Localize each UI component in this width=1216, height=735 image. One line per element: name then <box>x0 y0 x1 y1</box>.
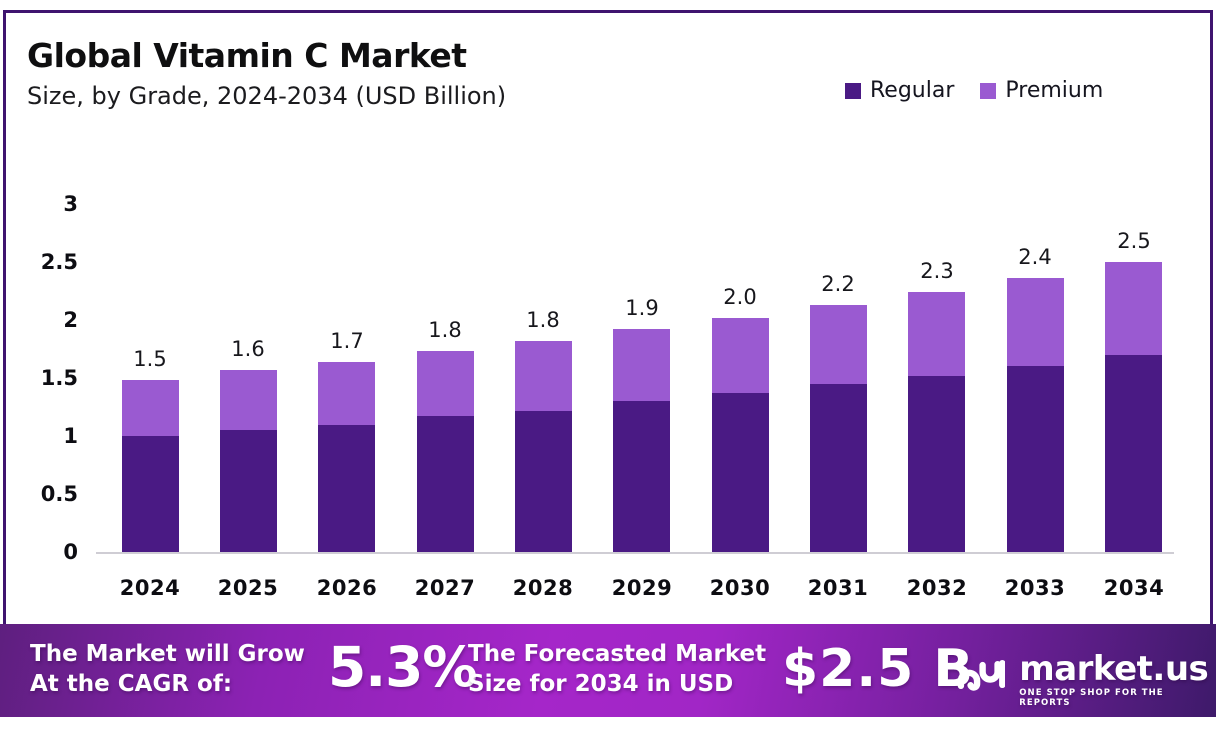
bar-regular-segment <box>613 401 670 552</box>
marketus-logo: market.us ONE STOP SHOP FOR THE REPORTS <box>956 651 1216 708</box>
bar-total-label: 2.4 <box>1018 245 1052 269</box>
x-tick-label-2028: 2028 <box>512 576 574 600</box>
bar-regular-segment <box>122 436 179 552</box>
bar-regular-segment <box>417 416 474 552</box>
x-tick-label-2029: 2029 <box>611 576 673 600</box>
bar-regular-segment <box>1105 355 1162 552</box>
bar-premium-segment <box>613 329 670 401</box>
stats-banner: The Market will Grow At the CAGR of: 5.3… <box>0 624 1216 717</box>
x-tick-label-2033: 2033 <box>1004 576 1066 600</box>
bar-premium-segment <box>515 341 572 411</box>
bar-total-label: 1.8 <box>428 318 462 342</box>
brand-name: market.us <box>1019 649 1209 689</box>
page-subtitle: Size, by Grade, 2024-2034 (USD Billion) <box>27 82 507 110</box>
y-tick-label: 0 <box>63 540 78 564</box>
bar-group-2032 <box>908 292 965 552</box>
bar-regular-segment <box>712 393 769 552</box>
x-tick-label-2026: 2026 <box>316 576 378 600</box>
y-tick-label: 2 <box>63 308 78 332</box>
brand-text-block: market.us ONE STOP SHOP FOR THE REPORTS <box>1019 651 1216 708</box>
bar-regular-segment <box>908 376 965 552</box>
forecast-caption: The Forecasted Market Size for 2034 in U… <box>468 639 766 699</box>
forecast-caption-line2: Size for 2034 in USD <box>468 671 734 697</box>
y-tick-label: 2.5 <box>40 250 78 274</box>
bar-total-label: 1.6 <box>231 337 265 361</box>
x-tick-label-2027: 2027 <box>414 576 476 600</box>
bar-group-2031 <box>810 305 867 552</box>
bar-total-label: 2.2 <box>821 272 855 296</box>
bar-group-2033 <box>1007 278 1064 552</box>
bar-regular-segment <box>1007 366 1064 552</box>
premium-swatch-icon <box>980 82 997 99</box>
bar-total-label: 1.5 <box>133 347 167 371</box>
bar-group-2034 <box>1105 262 1162 552</box>
x-tick-label-2032: 2032 <box>906 576 968 600</box>
bar-regular-segment <box>220 430 277 552</box>
bar-group-2028 <box>515 341 572 552</box>
x-axis-line <box>96 552 1174 554</box>
bar-total-label: 2.0 <box>723 285 757 309</box>
bar-total-label: 2.5 <box>1117 229 1151 253</box>
cagr-value: 5.3% <box>328 635 478 699</box>
y-tick-label: 1.5 <box>40 366 78 390</box>
forecast-value: $2.5 B <box>782 639 975 699</box>
bar-premium-segment <box>1007 278 1064 366</box>
legend-label-premium: Premium <box>1005 78 1104 103</box>
legend-item-regular: Regular <box>845 78 954 103</box>
legend: Regular Premium <box>845 78 1103 103</box>
bar-regular-segment <box>318 425 375 552</box>
cagr-caption-line1: The Market will Grow <box>30 641 305 667</box>
bar-group-2027 <box>417 351 474 552</box>
bar-premium-segment <box>810 305 867 384</box>
bar-premium-segment <box>122 380 179 436</box>
y-tick-label: 0.5 <box>40 482 78 506</box>
bar-group-2024 <box>122 380 179 552</box>
bar-total-label: 1.9 <box>625 296 659 320</box>
x-tick-label-2034: 2034 <box>1103 576 1165 600</box>
x-tick-label-2031: 2031 <box>807 576 869 600</box>
bar-premium-segment <box>417 351 474 416</box>
y-tick-label: 1 <box>63 424 78 448</box>
bar-premium-segment <box>220 370 277 430</box>
bar-total-label: 1.7 <box>330 329 364 353</box>
bar-premium-segment <box>908 292 965 376</box>
legend-label-regular: Regular <box>870 78 955 103</box>
bar-total-label: 2.3 <box>920 259 954 283</box>
bar-total-label: 1.8 <box>526 308 560 332</box>
legend-item-premium: Premium <box>980 78 1103 103</box>
regular-swatch-icon <box>845 82 861 99</box>
bar-group-2025 <box>220 370 277 552</box>
bar-regular-segment <box>810 384 867 552</box>
bar-regular-segment <box>515 411 572 552</box>
brand-tagline: ONE STOP SHOP FOR THE REPORTS <box>1019 688 1164 708</box>
x-tick-label-2025: 2025 <box>217 576 279 600</box>
x-tick-label-2030: 2030 <box>709 576 771 600</box>
bar-group-2026 <box>318 362 375 552</box>
bar-group-2029 <box>613 329 670 552</box>
bar-premium-segment <box>1105 262 1162 355</box>
cagr-caption: The Market will Grow At the CAGR of: <box>30 639 305 699</box>
y-tick-label: 3 <box>63 192 78 216</box>
forecast-caption-line1: The Forecasted Market <box>468 641 767 667</box>
bar-premium-segment <box>318 362 375 425</box>
page-title: Global Vitamin C Market <box>27 36 467 75</box>
marketus-logo-icon <box>957 659 1006 691</box>
bar-group-2030 <box>712 318 769 552</box>
x-tick-label-2024: 2024 <box>119 576 181 600</box>
cagr-caption-line2: At the CAGR of: <box>30 671 233 697</box>
bar-premium-segment <box>712 318 769 393</box>
